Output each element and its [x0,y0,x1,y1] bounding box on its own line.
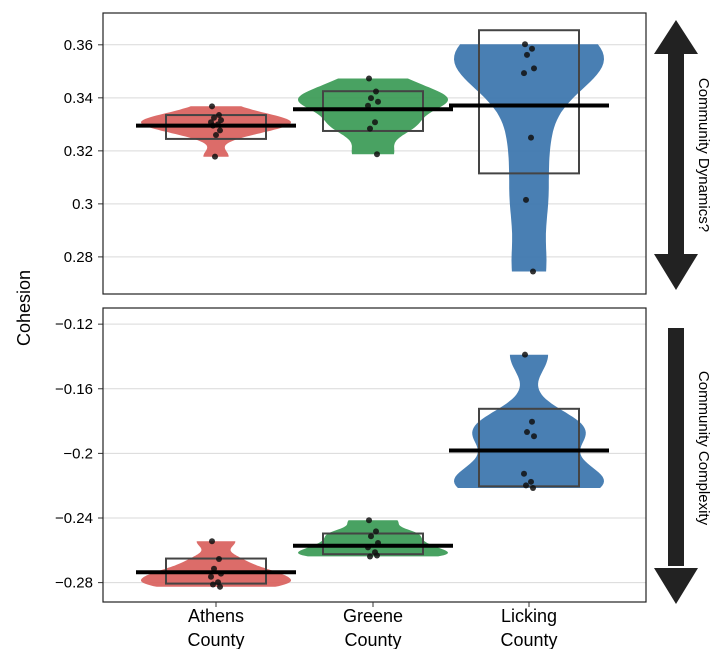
data-point [211,114,217,121]
arrow-head-down-bottom [654,568,698,604]
violin-bottom-0 [141,541,291,587]
arrow-shaft-bottom [668,328,684,566]
data-point [375,98,381,105]
data-point [530,484,536,491]
iqr-box-top-2 [478,29,580,175]
arrow-head-up-top [654,20,698,54]
y-tick-label: 0.28 [64,249,93,266]
data-point [217,583,223,590]
x-category-label: Athens County [187,606,244,649]
data-point [216,556,222,563]
data-point [208,573,214,580]
y-axis-label: Cohesion [14,270,34,346]
data-point [216,112,222,119]
y-tick-label: 0.34 [64,90,93,107]
data-point [213,131,219,138]
data-point [373,528,379,535]
violin-top-1 [298,78,448,155]
plot-frame-top [102,12,647,295]
arrow-community-dynamics [654,20,698,290]
data-point [521,470,527,477]
violin-top-2 [454,44,604,272]
panel-community-complexity: −0.28 −0.24 −0.2 −0.16 −0.12 [55,307,647,603]
data-point [372,119,378,126]
data-point [368,533,374,540]
data-point [522,41,528,48]
data-point [211,565,217,572]
data-point [210,581,216,588]
data-point [368,95,374,102]
data-point [524,51,530,58]
data-point [367,125,373,132]
data-point [212,153,218,160]
data-point [374,151,380,158]
data-point [367,553,373,560]
y-tick-label: 0.36 [64,37,93,54]
panel-community-dynamics: 0.28 0.3 0.32 0.34 0.36 [64,12,647,295]
data-point [209,538,215,545]
arrow-head-down-top [654,254,698,290]
data-point [373,88,379,95]
data-point [524,429,530,436]
violin-top-0 [141,106,291,157]
y-tick-label: −0.2 [63,445,93,462]
data-point [528,478,534,485]
violin-bottom-2 [454,354,604,488]
data-point [209,103,215,110]
y-tick-label: −0.28 [55,575,93,592]
y-tick-label: −0.24 [55,510,93,527]
data-point [531,433,537,440]
x-category-label: Licking County [500,606,557,649]
side-label-community-complexity: Community Complexity [695,371,712,526]
data-point [366,517,372,524]
data-point [528,134,534,141]
y-tick-label: −0.16 [55,381,93,398]
data-point [218,117,224,124]
side-label-community-dynamics: Community Dynamics? [695,78,712,232]
x-category-labels: Athens County Greene County Licking County [187,602,558,649]
y-tick-label: 0.3 [72,196,93,213]
data-point [523,482,529,489]
y-tick-label: −0.12 [55,316,93,333]
data-point [531,65,537,72]
data-point [374,552,380,559]
data-point [215,579,221,586]
data-point [530,268,536,275]
data-point [217,127,223,134]
y-tick-label: 0.32 [64,143,93,160]
iqr-box-bottom-2 [478,407,580,488]
data-point [529,418,535,425]
x-category-label: Greene County [343,606,403,649]
data-point [523,196,529,203]
arrow-community-complexity [654,328,698,604]
arrow-shaft-top [668,48,684,260]
data-point [521,70,527,77]
plot-frame-bottom [102,307,647,603]
data-point [529,45,535,52]
data-point [522,351,528,358]
data-point [366,75,372,82]
